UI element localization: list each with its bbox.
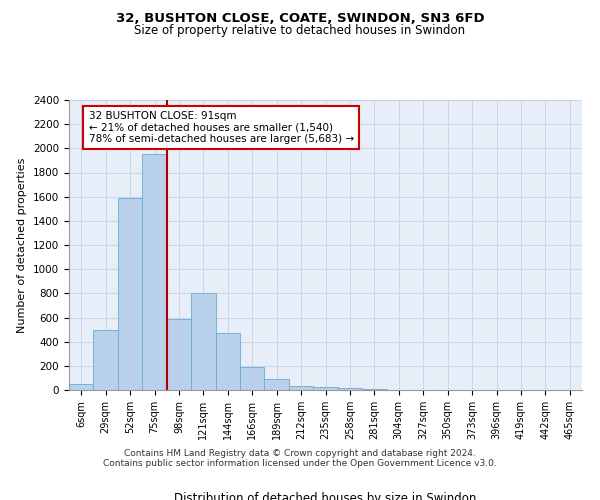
Text: 32, BUSHTON CLOSE, COATE, SWINDON, SN3 6FD: 32, BUSHTON CLOSE, COATE, SWINDON, SN3 6… [116,12,484,26]
Bar [265,379,289,390]
Y-axis label: Number of detached properties: Number of detached properties [17,158,28,332]
Bar [69,384,94,390]
Bar [240,367,265,390]
Bar [142,154,167,390]
Bar [289,386,313,390]
Bar [94,330,118,390]
Text: Contains public sector information licensed under the Open Government Licence v3: Contains public sector information licen… [103,458,497,468]
Bar [313,387,338,390]
Text: Size of property relative to detached houses in Swindon: Size of property relative to detached ho… [134,24,466,37]
Text: 32 BUSHTON CLOSE: 91sqm
← 21% of detached houses are smaller (1,540)
78% of semi: 32 BUSHTON CLOSE: 91sqm ← 21% of detache… [89,111,353,144]
Bar [167,318,191,390]
Bar [191,294,215,390]
Bar [215,333,240,390]
X-axis label: Distribution of detached houses by size in Swindon: Distribution of detached houses by size … [175,492,476,500]
Bar [338,388,362,390]
Text: Contains HM Land Registry data © Crown copyright and database right 2024.: Contains HM Land Registry data © Crown c… [124,448,476,458]
Bar [118,198,142,390]
